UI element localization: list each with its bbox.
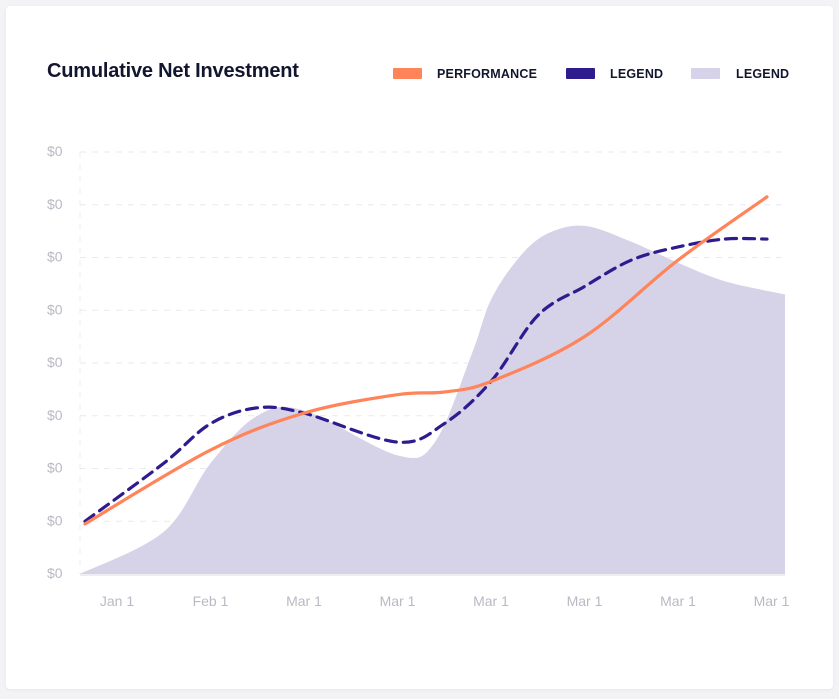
x-tick-label: Mar 1: [380, 593, 416, 609]
x-tick-label: Feb 1: [193, 593, 229, 609]
y-tick-label: $0: [47, 354, 63, 370]
y-tick-label: $0: [47, 301, 63, 317]
legend-swatch-area: [691, 68, 720, 79]
x-tick-label: Mar 1: [660, 593, 696, 609]
x-tick-label: Mar 1: [567, 593, 603, 609]
legend-item-dashed[interactable]: LEGEND: [566, 66, 666, 82]
series-area: [80, 225, 785, 574]
x-tick-label: Mar 1: [473, 593, 509, 609]
y-tick-label: $0: [47, 407, 63, 423]
legend-item-area[interactable]: LEGEND: [691, 66, 791, 82]
x-tick-label: Mar 1: [286, 593, 322, 609]
legend-swatch-performance: [393, 68, 422, 79]
y-tick-label: $0: [47, 565, 63, 581]
x-tick-label: Jan 1: [100, 593, 134, 609]
chart-title: Cumulative Net Investment: [47, 60, 299, 82]
y-tick-label: $0: [47, 143, 63, 159]
legend-label-performance: PERFORMANCE: [437, 67, 538, 81]
legend-label-area: LEGEND: [736, 67, 790, 81]
legend-item-performance[interactable]: PERFORMANCE: [393, 66, 543, 82]
x-tick-label: Mar 1: [754, 593, 790, 609]
y-tick-label: $0: [47, 512, 63, 528]
y-tick-label: $0: [47, 196, 63, 212]
legend-label-dashed: LEGEND: [610, 67, 664, 81]
y-tick-label: $0: [47, 460, 63, 476]
series-line-performance: [83, 195, 769, 526]
legend-swatch-dashed: [566, 68, 595, 79]
y-tick-label: $0: [47, 249, 63, 265]
